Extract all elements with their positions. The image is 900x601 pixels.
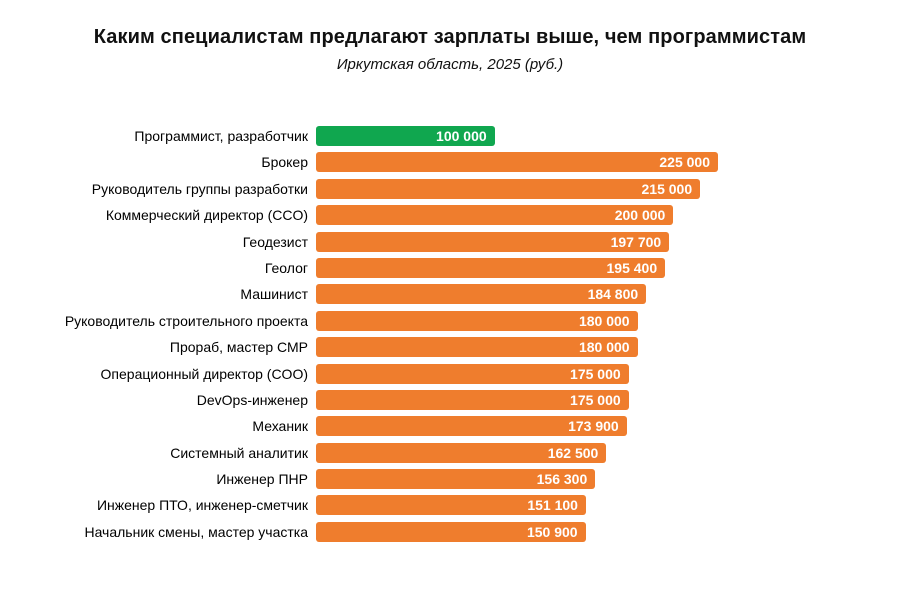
chart-title: Каким специалистам предлагают зарплаты в… bbox=[93, 26, 807, 48]
chart-row: Машинист 184 800 bbox=[0, 284, 900, 305]
value-bar: 162 500 bbox=[316, 442, 607, 463]
chart-row: Системный аналитик 162 500 bbox=[0, 442, 900, 463]
bar-track: 175 000 bbox=[316, 363, 718, 384]
value-bar: 225 000 bbox=[316, 152, 718, 173]
category-label: Геолог bbox=[264, 259, 308, 276]
bar-track: 215 000 bbox=[316, 178, 718, 199]
category-label: Инженер ПНР bbox=[216, 471, 308, 488]
value-label: 180 000 bbox=[578, 339, 630, 356]
value-bar: 175 000 bbox=[316, 389, 629, 410]
value-label: 175 000 bbox=[570, 391, 621, 408]
chart-row: Руководитель группы разработки 215 000 bbox=[0, 178, 900, 199]
bar-track: 180 000 bbox=[316, 337, 718, 358]
chart-header: Каким специалистам предлагают зарплаты в… bbox=[0, 26, 900, 73]
bar-track: 151 100 bbox=[316, 495, 718, 516]
chart-row: Руководитель строительного проекта 180 0… bbox=[0, 310, 900, 331]
value-label: 184 800 bbox=[587, 286, 639, 303]
chart-row: Геодезист 197 700 bbox=[0, 231, 900, 252]
value-label: 180 000 bbox=[578, 312, 630, 329]
chart-row: DevOps-инженер 175 000 bbox=[0, 389, 900, 410]
chart-row: Программист, разработчик 100 000 bbox=[0, 126, 900, 146]
category-label: Прораб, мастер СМР bbox=[169, 339, 308, 356]
category-label: Программист, разработчик bbox=[134, 128, 308, 144]
bar-track: 150 900 bbox=[316, 521, 718, 542]
category-label: Геодезист bbox=[242, 233, 308, 250]
bar-track: 195 400 bbox=[316, 257, 718, 278]
value-bar: 195 400 bbox=[316, 257, 666, 278]
bar-track: 225 000 bbox=[316, 152, 718, 173]
chart-row: Брокер 225 000 bbox=[0, 152, 900, 173]
chart-row: Механик 173 900 bbox=[0, 416, 900, 437]
value-label: 150 900 bbox=[526, 523, 578, 540]
bar-track: 175 000 bbox=[316, 389, 718, 410]
chart-row: Геолог 195 400 bbox=[0, 257, 900, 278]
bar-chart: Программист, разработчик 100 000 Брокер … bbox=[0, 126, 900, 542]
value-bar: 197 700 bbox=[316, 231, 670, 252]
chart-row: Прораб, мастер СМР 180 000 bbox=[0, 337, 900, 358]
chart-subtitle: Иркутская область, 2025 (руб.) bbox=[336, 56, 564, 73]
value-label: 215 000 bbox=[641, 180, 693, 197]
chart-row: Операционный директор (COO) 175 000 bbox=[0, 363, 900, 384]
chart-row: Коммерческий директор (CCO) 200 000 bbox=[0, 205, 900, 226]
category-label: Механик bbox=[252, 418, 308, 435]
value-label: 200 000 bbox=[614, 207, 666, 224]
chart-row: Инженер ПТО, инженер-сметчик 151 100 bbox=[0, 495, 900, 516]
value-bar: 184 800 bbox=[316, 284, 647, 305]
value-label: 173 900 bbox=[568, 418, 619, 435]
category-label: Операционный директор (COO) bbox=[100, 365, 308, 382]
value-label: 197 700 bbox=[610, 233, 662, 250]
bar-track: 200 000 bbox=[316, 205, 718, 226]
bar-track: 180 000 bbox=[316, 310, 718, 331]
category-label: Системный аналитик bbox=[170, 444, 308, 461]
value-bar: 151 100 bbox=[316, 495, 586, 516]
bar-track: 162 500 bbox=[316, 442, 718, 463]
category-label: Начальник смены, мастер участка bbox=[84, 523, 308, 540]
value-bar: 200 000 bbox=[316, 205, 674, 226]
chart-row: Инженер ПНР 156 300 bbox=[0, 469, 900, 490]
value-label: 225 000 bbox=[659, 154, 710, 171]
category-label: Брокер bbox=[261, 154, 308, 171]
value-label: 156 300 bbox=[536, 471, 588, 488]
category-label: Машинист bbox=[240, 286, 308, 303]
chart-row: Начальник смены, мастер участка 150 900 bbox=[0, 521, 900, 542]
value-label: 100 000 bbox=[436, 128, 487, 144]
category-label: Коммерческий директор (CCO) bbox=[105, 207, 308, 224]
value-label: 151 100 bbox=[527, 497, 578, 514]
value-bar: 173 900 bbox=[316, 416, 627, 437]
bar-track: 156 300 bbox=[316, 469, 718, 490]
bar-track: 197 700 bbox=[316, 231, 718, 252]
category-label: Инженер ПТО, инженер-сметчик bbox=[96, 497, 308, 514]
value-bar: 175 000 bbox=[316, 363, 629, 384]
value-bar: 180 000 bbox=[316, 310, 638, 331]
category-label: Руководитель строительного проекта bbox=[64, 312, 308, 329]
value-label: 175 000 bbox=[570, 365, 621, 382]
bar-track: 184 800 bbox=[316, 284, 718, 305]
category-label: Руководитель группы разработки bbox=[91, 180, 308, 197]
value-bar: 215 000 bbox=[316, 178, 701, 199]
value-label: 195 400 bbox=[606, 259, 658, 276]
bar-track: 173 900 bbox=[316, 416, 718, 437]
value-bar: 156 300 bbox=[316, 469, 596, 490]
bar-track: 100 000 bbox=[316, 126, 718, 146]
value-bar: 180 000 bbox=[316, 337, 638, 358]
category-label: DevOps-инженер bbox=[196, 391, 308, 408]
value-label: 162 500 bbox=[547, 444, 599, 461]
value-bar: 100 000 bbox=[316, 126, 495, 146]
value-bar: 150 900 bbox=[316, 521, 586, 542]
